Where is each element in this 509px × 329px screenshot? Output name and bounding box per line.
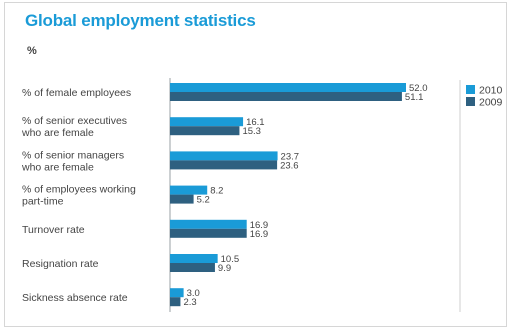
- value-label-2009: 16.9: [250, 229, 269, 240]
- value-label-2010: 10.5: [221, 254, 240, 265]
- category-label: Turnover rate: [22, 224, 85, 236]
- bar-2010: [170, 219, 247, 229]
- value-label-2009: 23.6: [280, 160, 299, 171]
- category-label: Sickness absence rate: [22, 292, 128, 304]
- value-label-2009: 9.9: [218, 263, 231, 274]
- value-label-2009: 2.3: [183, 297, 196, 308]
- legend-swatch-2009: [466, 97, 475, 106]
- bar-2010: [170, 117, 244, 127]
- bar-2009: [170, 126, 240, 136]
- bar-2010: [170, 288, 184, 298]
- value-label-2009: 5.2: [197, 195, 210, 206]
- value-label-2010: 8.2: [210, 186, 223, 197]
- category-label-line: part-time: [22, 196, 64, 208]
- category-label-line: % of senior managers: [22, 149, 124, 161]
- category-label: % of female employees: [22, 87, 131, 99]
- value-label-2009: 15.3: [242, 126, 261, 137]
- value-label-2009: 51.1: [405, 92, 424, 103]
- legend-swatch-2010: [466, 85, 475, 94]
- category-label-line: % of senior executives: [22, 115, 127, 127]
- value-label-2010: 16.1: [246, 117, 264, 128]
- value-label-2010: 3.0: [187, 288, 200, 299]
- category-label: % of employees working part-time: [22, 184, 136, 208]
- legend-label-2009: 2009: [479, 97, 503, 109]
- category-label: Resignation rate: [22, 258, 99, 270]
- unit-label: %: [27, 45, 37, 57]
- bar-2009: [170, 228, 247, 238]
- bar-2010: [170, 185, 208, 195]
- bar-2010: [170, 151, 278, 161]
- category-label-line: % of employees working: [22, 184, 136, 196]
- bar-2009: [170, 160, 278, 170]
- category-label-line: Sickness absence rate: [22, 292, 128, 304]
- bar-2009: [170, 263, 215, 272]
- bar-2009: [170, 194, 194, 204]
- category-label-line: % of female employees: [22, 87, 131, 99]
- category-label-line: who are female: [21, 161, 94, 173]
- category-label-line: Turnover rate: [22, 224, 85, 236]
- category-label: % of senior managers who are female: [21, 149, 124, 173]
- category-label-line: Resignation rate: [22, 258, 99, 270]
- category-label: % of senior executives who are female: [21, 115, 127, 139]
- legend-label-2010: 2010: [479, 85, 503, 97]
- bar-2009: [170, 297, 181, 307]
- category-label-line: who are female: [21, 127, 94, 139]
- bar-2010: [170, 254, 218, 263]
- value-label-2010: 23.7: [281, 151, 300, 162]
- value-label-2010: 16.9: [250, 220, 269, 231]
- bar-2009: [170, 92, 402, 101]
- bar-2010: [170, 83, 406, 92]
- value-label-2010: 52.0: [409, 83, 428, 94]
- chart-title: Global employment statistics: [25, 11, 256, 30]
